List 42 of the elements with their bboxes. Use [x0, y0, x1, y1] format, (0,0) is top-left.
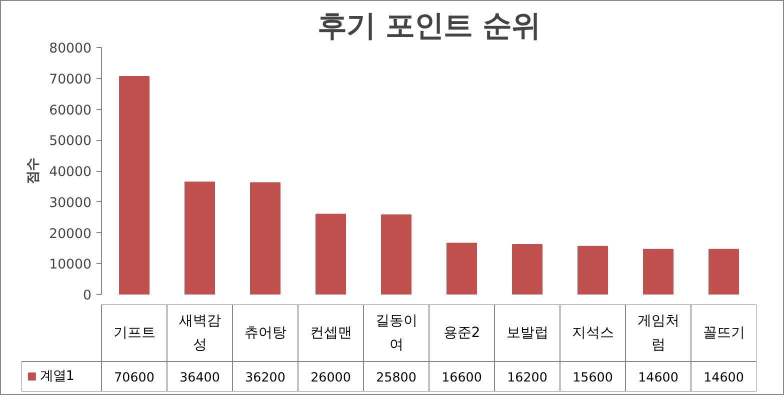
- data-label: 36200: [245, 370, 286, 384]
- bar: [708, 248, 739, 294]
- y-axis-title: 점수: [26, 158, 42, 184]
- x-tick-label: 용준2: [443, 325, 480, 341]
- x-tick-label: 컨셉맨: [310, 325, 352, 341]
- data-label: 16600: [442, 370, 482, 384]
- data-label: 36400: [180, 370, 220, 384]
- y-tick-label: 80000: [49, 42, 92, 56]
- data-label: 14600: [638, 370, 678, 384]
- data-label: 15600: [572, 370, 613, 384]
- bar: [184, 182, 215, 294]
- bar: [250, 182, 280, 294]
- x-tick-label: 츄어탕: [244, 325, 286, 341]
- data-label: 70600: [114, 370, 154, 384]
- x-tick-label: 지석스: [572, 325, 614, 341]
- x-tick-label: 새벽감성: [178, 313, 221, 353]
- chart-title: 후기 포인트 순위: [317, 8, 541, 42]
- x-tick-label: 기프트: [113, 325, 156, 341]
- x-tick-label: 길동이여: [375, 313, 418, 353]
- y-tick-label: 60000: [49, 103, 92, 118]
- bar: [643, 248, 674, 294]
- x-tick-label: 게임처럼: [637, 313, 680, 353]
- y-tick-label: 40000: [49, 165, 92, 180]
- legend-label: 계열1: [40, 369, 74, 384]
- y-tick-label: 70000: [49, 72, 92, 88]
- bar: [381, 214, 412, 294]
- bar: [119, 76, 150, 294]
- bar: [512, 244, 542, 294]
- data-label: 26000: [310, 370, 351, 384]
- y-tick-label: 30000: [49, 196, 92, 211]
- y-tick-label: 50000: [49, 134, 92, 150]
- x-tick-label: 보발럽: [506, 325, 548, 341]
- data-label: 14600: [704, 370, 744, 384]
- data-label: 16200: [507, 370, 548, 384]
- bar: [578, 246, 608, 294]
- bar: [316, 214, 346, 294]
- y-tick-label: 20000: [49, 226, 92, 242]
- data-label: 25800: [376, 370, 416, 384]
- y-tick-label: 10000: [49, 258, 92, 273]
- x-tick-label: 꼴뜨기: [702, 325, 745, 341]
- y-tick-label: 0: [83, 288, 92, 304]
- bar: [446, 242, 477, 294]
